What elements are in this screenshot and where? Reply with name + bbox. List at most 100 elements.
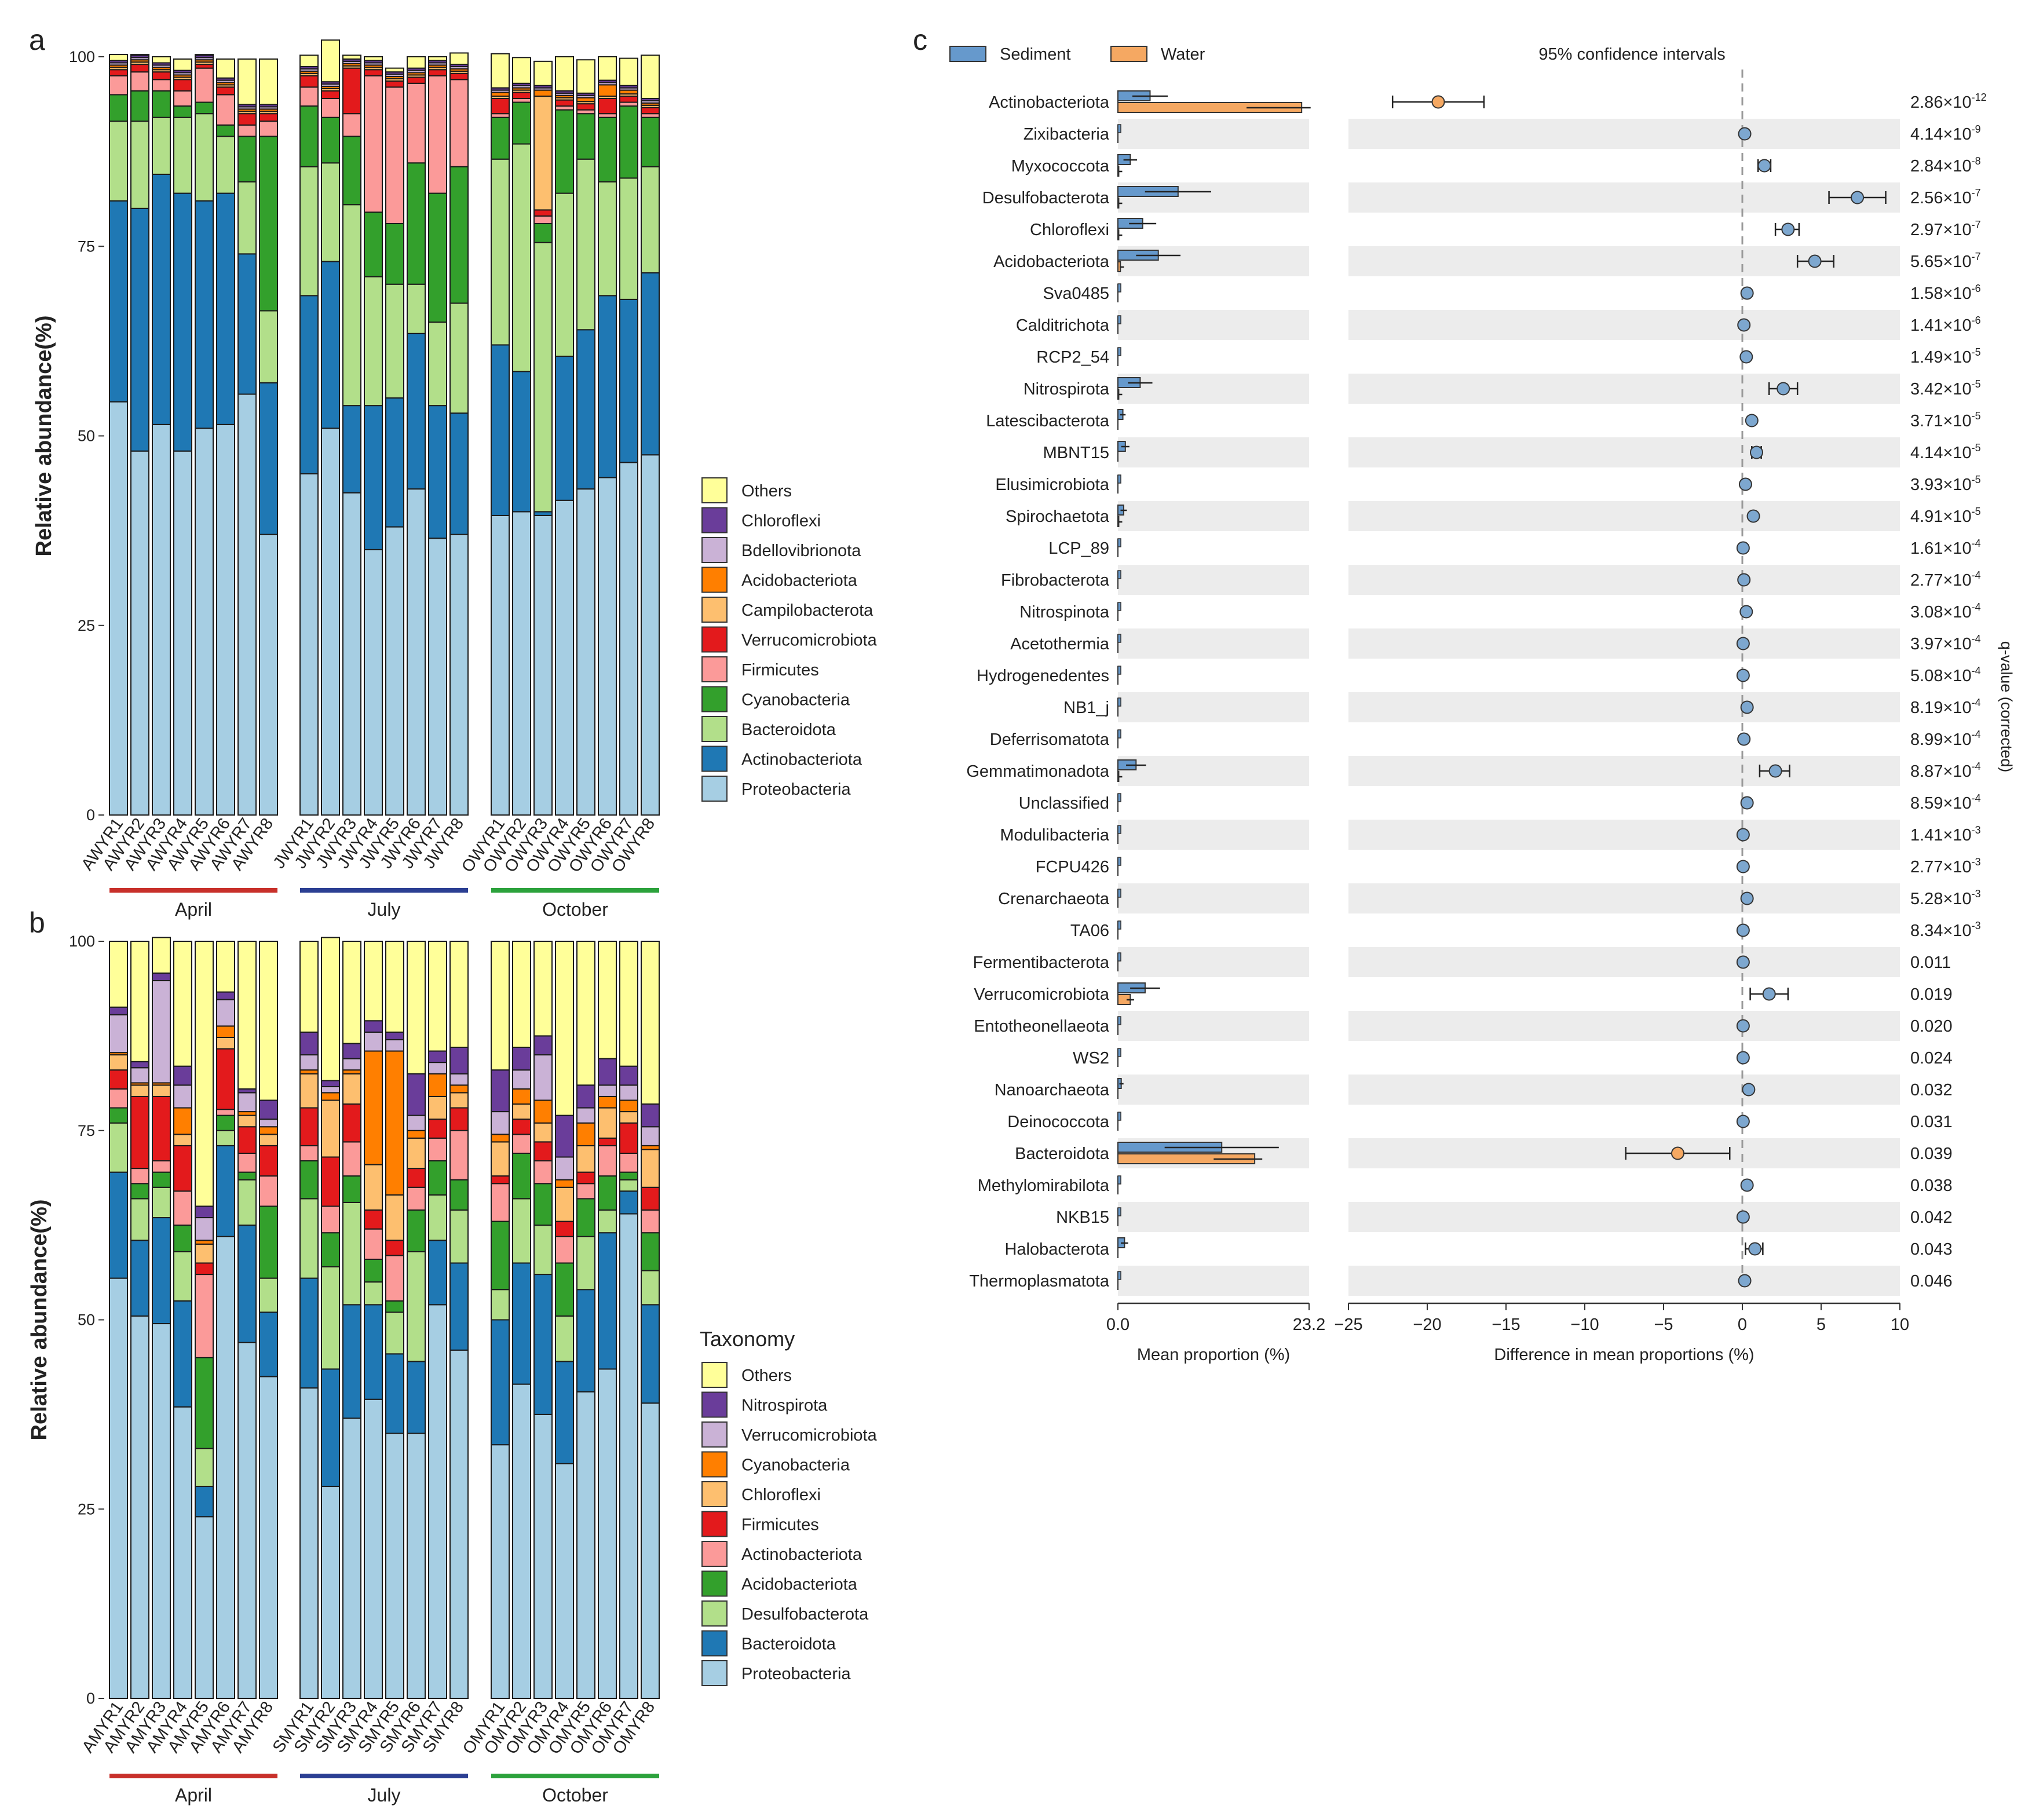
bar-segment [173, 1190, 192, 1226]
q-value: 0.043 [1910, 1240, 1953, 1259]
bar-segment [173, 79, 192, 92]
bar-segment [130, 1084, 149, 1097]
bar-segment [407, 1186, 426, 1211]
q-value-times: ×10 [1943, 762, 1971, 781]
bar-segment [428, 321, 447, 407]
bar-segment [109, 94, 128, 122]
bar-segment [321, 1099, 340, 1158]
taxon-label: Hydrogenedentes [977, 667, 1109, 685]
bar-segment [491, 1183, 510, 1222]
bar-segment [428, 1240, 447, 1306]
bar-segment [237, 1225, 257, 1343]
bar-segment [321, 427, 340, 816]
bar-segment [576, 158, 595, 331]
bar-segment [512, 92, 531, 99]
legend-swatch [701, 1391, 728, 1418]
bar-segment [641, 116, 660, 167]
taxon-label: Entotheonellaeota [974, 1017, 1110, 1036]
bar-segment [428, 69, 447, 76]
sediment-bar [1117, 315, 1121, 324]
difference-point [1742, 1083, 1756, 1097]
x-tick-label: −15 [1492, 1315, 1520, 1334]
q-value-mantissa: 5.65 [1910, 253, 1943, 271]
bar-segment [576, 59, 595, 94]
bar-segment [407, 1130, 426, 1139]
q-value-times: ×10 [1943, 699, 1971, 717]
row-shade [1118, 756, 1309, 786]
bar-segment [259, 382, 278, 535]
q-value: 4.14×10-5 [1910, 442, 1981, 462]
bar-segment [152, 1095, 171, 1162]
row-shade [1118, 628, 1309, 659]
bar-segment [109, 1277, 128, 1699]
bar-segment [173, 58, 192, 71]
group-underline [109, 1774, 277, 1778]
legend-swatch [701, 1630, 728, 1657]
bar-segment [555, 1315, 574, 1362]
bar-segment [216, 1109, 235, 1116]
difference-point [1736, 860, 1750, 874]
q-value-exponent: -6 [1972, 315, 1981, 326]
y-tick-label: 100 [69, 933, 95, 950]
bar-segment [130, 1067, 149, 1084]
bar-segment [533, 1225, 553, 1276]
bar-segment [173, 105, 192, 118]
q-value: 2.84×10-8 [1910, 155, 1981, 176]
bar-segment [428, 75, 447, 194]
bar-segment [364, 941, 383, 1022]
bar-segment [512, 1152, 531, 1200]
bar-segment [364, 1031, 383, 1052]
legend-swatch [701, 1481, 728, 1507]
difference-point [1736, 1051, 1750, 1065]
sediment-bar [1117, 920, 1121, 930]
bar-segment [428, 1062, 447, 1075]
bar-segment [512, 511, 531, 816]
bar-segment [259, 310, 278, 383]
bar-segment [407, 332, 426, 490]
bar-segment [195, 1357, 214, 1449]
bar-segment [152, 972, 171, 981]
q-value-mantissa: 2.97 [1910, 221, 1943, 239]
bar-segment [512, 1198, 531, 1264]
q-value: 8.59×10-4 [1910, 792, 1981, 813]
bar-segment [385, 1050, 404, 1196]
bar-segment [619, 1179, 638, 1192]
bar-segment [342, 1417, 361, 1699]
bar-segment [109, 941, 128, 1008]
bar-segment [364, 405, 383, 550]
bar-segment [299, 75, 319, 88]
taxon-label: Fibrobacterota [1001, 571, 1110, 590]
bar-segment [385, 1031, 404, 1040]
bar-segment [512, 371, 531, 513]
row-shade [1348, 1202, 1900, 1232]
q-value: 8.99×10-4 [1910, 729, 1981, 749]
bar-segment [533, 1413, 553, 1699]
q-value-mantissa: 4.14 [1910, 444, 1943, 462]
legend-swatch [701, 1362, 728, 1388]
bar-segment [449, 52, 469, 65]
x-tick-label: 0.0 [1106, 1315, 1130, 1334]
legend-label: Desulfobacterota [741, 1605, 869, 1624]
bar-segment [364, 1398, 383, 1700]
taxon-label: Actinobacteriota [989, 93, 1110, 112]
bar-segment [428, 1073, 447, 1097]
group-underline [491, 888, 659, 893]
q-value-times: ×10 [1943, 507, 1971, 526]
panel-label-b: b [29, 907, 45, 939]
bar-segment [364, 69, 383, 76]
bar-segment [449, 1073, 469, 1086]
bar-segment [407, 488, 426, 816]
bar-segment [598, 97, 617, 115]
bar-segment [152, 1084, 171, 1097]
bar-segment [449, 1209, 469, 1264]
q-value-times: ×10 [1943, 539, 1971, 558]
difference-point [1746, 509, 1760, 523]
bar-segment [216, 192, 235, 425]
bar-segment [385, 86, 404, 224]
q-value-exponent: -12 [1972, 92, 1987, 103]
bar-segment [533, 242, 553, 513]
row-shade [1118, 501, 1309, 531]
bar-segment [299, 1198, 319, 1279]
bar-segment [364, 1228, 383, 1260]
difference-point [1745, 414, 1759, 427]
